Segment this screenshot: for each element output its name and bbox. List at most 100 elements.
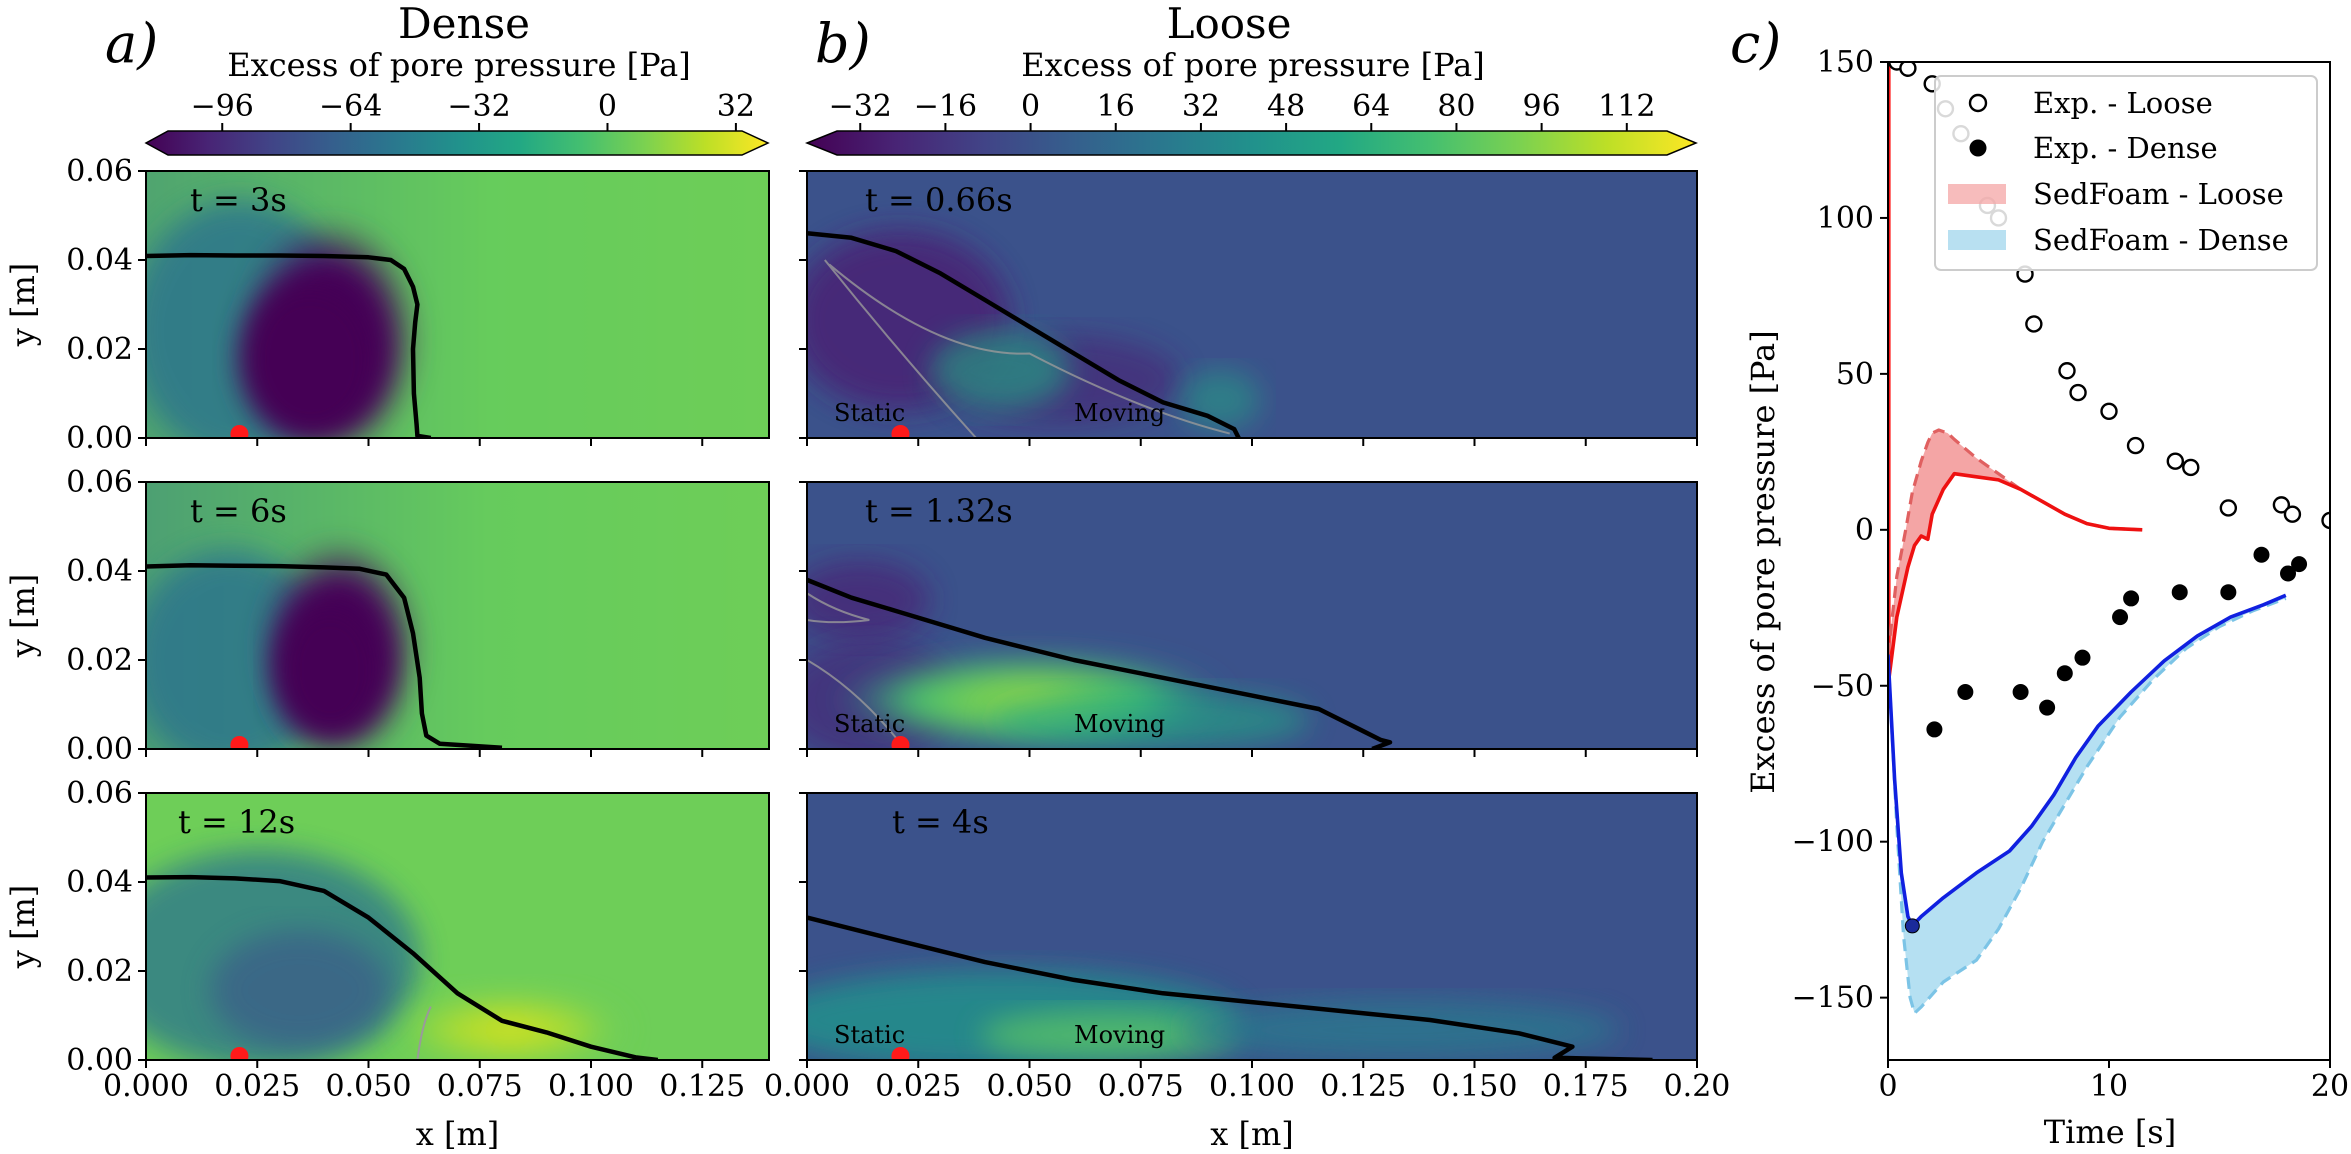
sedfoam-dense-dashed-line bbox=[1888, 596, 2287, 1015]
y-tick-label: 150 bbox=[1817, 45, 1874, 80]
interface-line bbox=[146, 562, 503, 749]
time-label: t = 3s bbox=[190, 181, 287, 219]
x-tick-label: 20 bbox=[2311, 1069, 2349, 1104]
panel-b-field-1 bbox=[807, 482, 1697, 749]
x-tick-label: 0.050 bbox=[987, 1069, 1073, 1104]
interface-line bbox=[146, 252, 432, 438]
panel-c-ylabel: Excess of pore pressure [Pa] bbox=[1744, 330, 1782, 793]
panel-b-colorbar-body bbox=[804, 130, 1698, 156]
panel-a-label: a) bbox=[105, 12, 158, 75]
axes-frame bbox=[145, 170, 770, 439]
legend-label-sedfoam-loose: SedFoam - Loose bbox=[2033, 177, 2284, 211]
static-label: Static bbox=[834, 710, 905, 738]
panel-b-field-0 bbox=[807, 171, 1697, 438]
sedfoam-loose-band bbox=[1888, 430, 2143, 686]
y-tick-label: 0.06 bbox=[66, 776, 133, 811]
sensor-marker bbox=[891, 425, 910, 438]
exp-dense-point bbox=[2112, 609, 2129, 626]
panel-a-colorbar-tick-label: −32 bbox=[447, 89, 510, 124]
panel-a-subplot-0 bbox=[146, 252, 432, 438]
y-tick-label: 0.02 bbox=[66, 954, 133, 989]
y-tick-label: 0.00 bbox=[66, 1043, 133, 1078]
legend: Exp. - Loose Exp. - Dense SedFoam - Loos… bbox=[1934, 75, 2318, 271]
x-tick-label: 0.150 bbox=[1432, 1069, 1518, 1104]
x-tick-label: 0.175 bbox=[1543, 1069, 1629, 1104]
panel-b-axes: t = 0.66s Static Moving t = 1.32s Static Movi… bbox=[764, 170, 1731, 1153]
panel-b-colorbar-tick-label: 16 bbox=[1097, 89, 1135, 124]
sensor-marker bbox=[230, 1047, 249, 1060]
y-tick-label: 50 bbox=[1836, 357, 1874, 392]
y-tick-label: −150 bbox=[1792, 981, 1874, 1016]
y-tick-label: 0 bbox=[1855, 513, 1874, 548]
y-tick-label: −50 bbox=[1811, 669, 1874, 704]
panel-a-title: Dense bbox=[398, 0, 530, 48]
static-moving-contour bbox=[807, 592, 906, 749]
panel-b-colorbar-label: Excess of pore pressure [Pa] bbox=[1021, 46, 1484, 84]
legend-label-exp-dense: Exp. - Dense bbox=[2033, 131, 2218, 165]
exp-loose-point bbox=[2025, 315, 2043, 333]
exp-loose-point bbox=[2321, 511, 2330, 530]
x-tick-label: 0 bbox=[1878, 1069, 1897, 1104]
static-moving-contour bbox=[416, 1006, 432, 1060]
exp-dense-point bbox=[2280, 565, 2297, 582]
time-label: t = 4s bbox=[892, 803, 989, 841]
exp-loose-point bbox=[2166, 452, 2185, 470]
y-tick-label: 0.02 bbox=[66, 643, 133, 678]
exp-loose-point bbox=[2182, 458, 2200, 477]
panel-b-colorbar-tick-label: 48 bbox=[1267, 89, 1305, 124]
panel-a-colorbar-tick-label: 0 bbox=[598, 89, 617, 124]
panel-b-colorbar-tick-label: 64 bbox=[1352, 89, 1390, 124]
y-tick-label: 0.04 bbox=[66, 865, 133, 900]
sedfoam-dense-min-marker bbox=[1904, 918, 1920, 934]
panel-b-subplot-1 bbox=[807, 577, 1393, 749]
sensor-marker bbox=[230, 736, 249, 749]
panel-b-subplot-0 bbox=[807, 231, 1241, 438]
exp-dense-point bbox=[1957, 683, 1974, 700]
interface-line bbox=[807, 231, 1241, 438]
x-tick-label: 0.000 bbox=[764, 1069, 850, 1104]
panel-a-axes: t = 3s0.000.020.040.06y [m]t = 6s0.000.0… bbox=[4, 154, 770, 1153]
exp-dense-point bbox=[2171, 584, 2188, 601]
legend-patch-sedfoam-dense bbox=[1948, 230, 2006, 250]
panel-a-colorbar-body bbox=[144, 130, 770, 156]
panel-b-colorbar-tick-label: 96 bbox=[1523, 89, 1561, 124]
x-tick-label: 0.20 bbox=[1664, 1069, 1731, 1104]
exp-loose-point bbox=[2283, 505, 2302, 523]
panel-a: a) Dense Excess of pore pressure [Pa] −9… bbox=[4, 0, 770, 1153]
x-tick-label: 0.050 bbox=[326, 1069, 412, 1104]
exp-loose-point bbox=[2100, 402, 2118, 420]
sensor-marker bbox=[230, 425, 249, 438]
exp-dense-point bbox=[1926, 721, 1943, 738]
panel-c: c) 0 10 20 −150 −100 −50 0 50 100 150 Time [s] Ex… bbox=[1730, 12, 2349, 1151]
legend-box bbox=[1934, 75, 2318, 271]
exp-dense-point bbox=[2056, 665, 2073, 682]
time-label: t = 0.66s bbox=[865, 181, 1013, 219]
x-tick-label: 0.075 bbox=[437, 1069, 523, 1104]
x-axis-label: x [m] bbox=[416, 1115, 500, 1153]
exp-dense-point bbox=[2220, 584, 2237, 601]
exp-loose-point bbox=[2272, 496, 2291, 514]
x-tick-label: 0.100 bbox=[1209, 1069, 1295, 1104]
panel-a-colorbar-tick-label: 32 bbox=[717, 89, 755, 124]
exp-dense-point bbox=[2291, 556, 2308, 573]
panel-b-field-2 bbox=[807, 793, 1697, 1060]
panel-a-field-0 bbox=[146, 171, 769, 438]
y-axis-label: y [m] bbox=[4, 263, 42, 348]
time-label: t = 6s bbox=[190, 492, 287, 530]
panel-b-colorbar-tick-label: 32 bbox=[1182, 89, 1220, 124]
moving-label: Moving bbox=[1074, 399, 1165, 427]
y-tick-label: 0.06 bbox=[66, 465, 133, 500]
exp-dense-point bbox=[2123, 590, 2140, 607]
sensor-marker bbox=[891, 1047, 910, 1060]
y-axis-label: y [m] bbox=[4, 885, 42, 970]
exp-dense-point bbox=[2012, 683, 2029, 700]
x-tick-label: 0.025 bbox=[214, 1069, 300, 1104]
panel-b-colorbar-tick-label: 80 bbox=[1437, 89, 1475, 124]
panel-b-title: Loose bbox=[1167, 0, 1292, 48]
panel-a-subplot-1 bbox=[146, 562, 503, 749]
exp-loose-point bbox=[1899, 62, 1917, 77]
legend-marker-exp-loose bbox=[1968, 93, 1988, 113]
x-tick-label: 0.100 bbox=[548, 1069, 634, 1104]
exp-loose-point bbox=[2058, 362, 2076, 380]
